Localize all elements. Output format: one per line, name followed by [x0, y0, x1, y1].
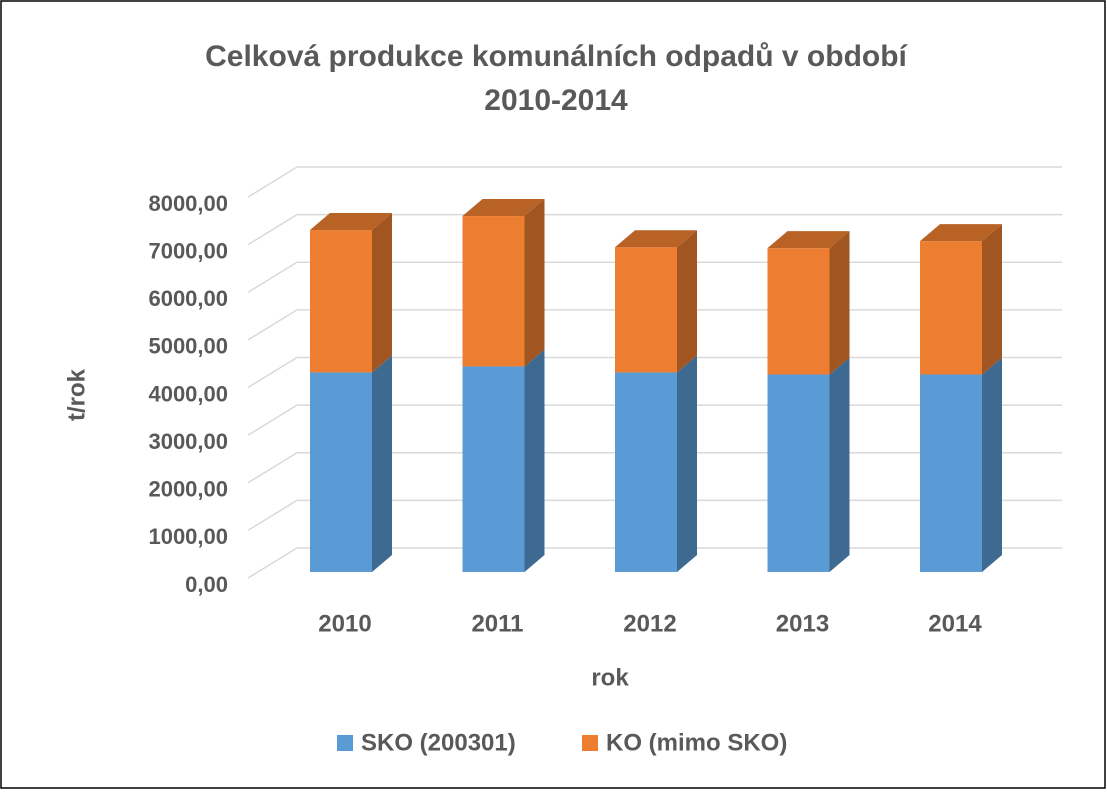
x-tick-label: 2014	[928, 610, 982, 637]
bar-segment	[920, 224, 1002, 375]
x-tick-label: 2011	[471, 610, 523, 637]
legend-label: KO (mimo SKO)	[606, 729, 787, 756]
bar-segment	[310, 213, 392, 373]
bar-face	[462, 216, 525, 367]
bar-face	[372, 213, 392, 373]
bar-face	[462, 199, 545, 217]
x-tick-label: 2012	[623, 610, 676, 637]
x-axis-label: rok	[591, 664, 629, 691]
y-tick-label: 2000,00	[148, 477, 228, 502]
bar-face	[767, 248, 830, 375]
y-tick-label: 3000,00	[148, 429, 228, 454]
bar-face	[462, 366, 525, 572]
legend-swatch	[337, 735, 353, 751]
bar-segment	[462, 349, 545, 572]
bar-segment	[767, 357, 850, 572]
x-tick-label: 2010	[318, 610, 371, 637]
chart-title: Celková produkce komunálních odpadů v ob…	[205, 40, 908, 117]
bar-segment	[310, 355, 392, 572]
legend-swatch	[582, 735, 598, 751]
grid-line	[247, 213, 1062, 246]
y-tick-label: 4000,00	[148, 381, 228, 406]
bar-segment	[920, 357, 1002, 572]
y-tick-label: 1000,00	[148, 524, 228, 549]
bar-face	[310, 372, 372, 572]
bar-face	[310, 230, 372, 373]
bar-face	[920, 224, 1002, 242]
bar-face	[615, 372, 677, 572]
bar-segment	[767, 231, 850, 375]
bar-face	[982, 224, 1002, 375]
y-tick-label: 6000,00	[148, 286, 228, 311]
bar-face	[615, 230, 697, 248]
bar-face	[982, 357, 1002, 572]
bar-face	[524, 199, 545, 367]
bar-face	[920, 374, 982, 572]
bar-face	[677, 355, 697, 572]
grid-line	[247, 166, 1062, 198]
x-tick-label: 2013	[776, 610, 829, 637]
y-tick-label: 8000,00	[148, 191, 228, 216]
bar-face	[829, 357, 850, 572]
bar-segment	[615, 355, 697, 572]
bar-face	[677, 230, 697, 373]
bar-face	[829, 231, 850, 375]
y-axis-label: t/rok	[63, 368, 90, 421]
legend-label: SKO (200301)	[361, 729, 516, 756]
bar-segment	[462, 199, 545, 367]
y-tick-label: 0,00	[185, 572, 228, 597]
bar-segment	[615, 230, 697, 373]
bar-face	[767, 231, 850, 249]
bar-face	[920, 241, 982, 375]
y-tick-label: 7000,00	[148, 238, 228, 263]
bar-face	[372, 355, 392, 572]
bar-face	[767, 374, 830, 572]
bar-face	[524, 349, 545, 572]
bar-face	[310, 213, 392, 231]
bar-face	[615, 247, 677, 373]
y-tick-label: 5000,00	[148, 334, 228, 359]
